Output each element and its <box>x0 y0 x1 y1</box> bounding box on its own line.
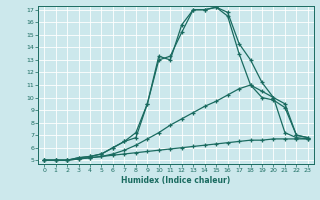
X-axis label: Humidex (Indice chaleur): Humidex (Indice chaleur) <box>121 176 231 185</box>
